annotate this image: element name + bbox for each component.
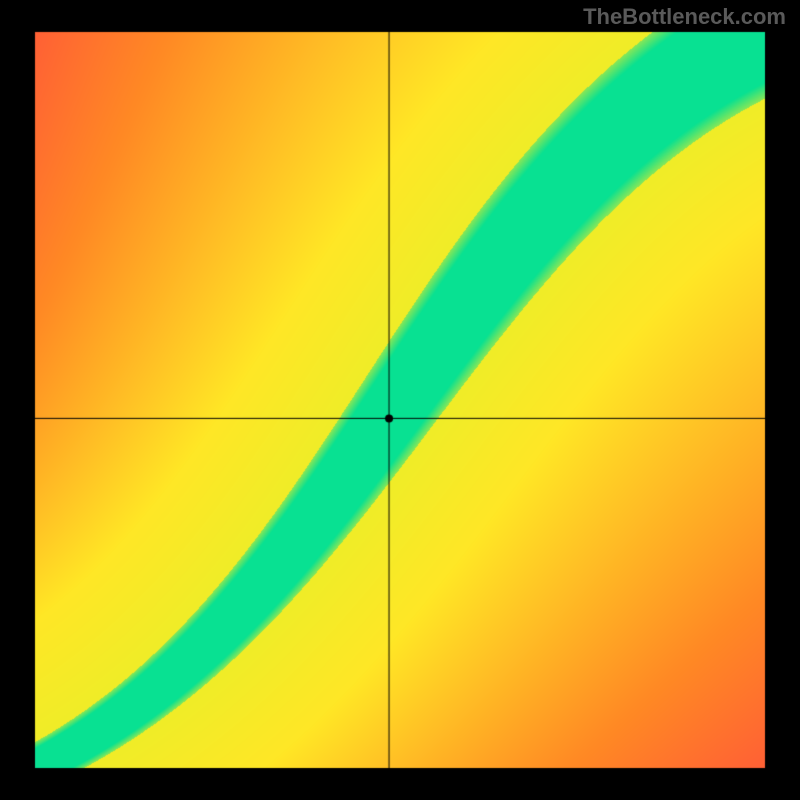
- watermark-text: TheBottleneck.com: [583, 4, 786, 30]
- bottleneck-heatmap: [0, 0, 800, 800]
